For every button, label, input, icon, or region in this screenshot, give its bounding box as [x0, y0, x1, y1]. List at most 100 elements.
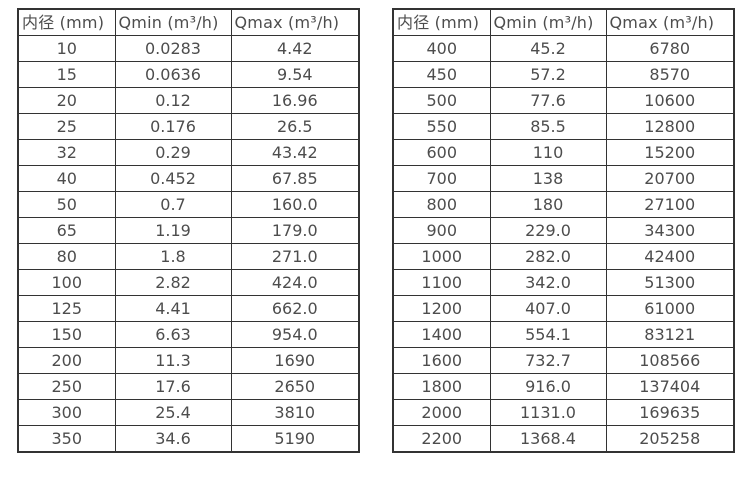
table-cell: 50 [17, 191, 116, 218]
table-cell: 500 [392, 87, 491, 114]
table-cell: 1400 [392, 321, 491, 348]
table-cell: 1100 [392, 269, 491, 296]
table-row: 1000 282.0 42400 [392, 243, 735, 270]
table-row: 10 0.0283 4.42 [17, 35, 360, 62]
table-row: 40 0.452 67.85 [17, 165, 360, 192]
table-cell: 1368.4 [489, 425, 607, 453]
table-cell: 1200 [392, 295, 491, 322]
table-cell: 800 [392, 191, 491, 218]
table-cell: 27100 [605, 191, 735, 218]
table-cell: 2200 [392, 425, 491, 453]
table-cell: 77.6 [489, 87, 607, 114]
table-cell: 40 [17, 165, 116, 192]
table-cell: 12800 [605, 113, 735, 140]
table-cell: 26.5 [230, 113, 360, 140]
table-row: 900 229.0 34300 [392, 217, 735, 244]
table-cell: 350 [17, 425, 116, 453]
table-cell: 9.54 [230, 61, 360, 88]
table-cell: 4.41 [114, 295, 232, 322]
table-cell: 450 [392, 61, 491, 88]
table-cell: 15200 [605, 139, 735, 166]
table-cell: 554.1 [489, 321, 607, 348]
table-cell: 300 [17, 399, 116, 426]
table-cell: 732.7 [489, 347, 607, 374]
column-header-2: Qmax (m³/h) [605, 8, 735, 36]
table-cell: 20700 [605, 165, 735, 192]
table-cell: 271.0 [230, 243, 360, 270]
table-cell: 17.6 [114, 373, 232, 400]
table-cell: 67.85 [230, 165, 360, 192]
column-header-1: Qmin (m³/h) [114, 8, 232, 36]
table-row: 50 0.7 160.0 [17, 191, 360, 218]
table-row: 65 1.19 179.0 [17, 217, 360, 244]
table-cell: 179.0 [230, 217, 360, 244]
table-cell: 100 [17, 269, 116, 296]
table-cell: 51300 [605, 269, 735, 296]
table-cell: 342.0 [489, 269, 607, 296]
table-cell: 34300 [605, 217, 735, 244]
table-cell: 6.63 [114, 321, 232, 348]
table-row: 700 138 20700 [392, 165, 735, 192]
table-cell: 407.0 [489, 295, 607, 322]
table-cell: 137404 [605, 373, 735, 400]
table-cell: 700 [392, 165, 491, 192]
table-cell: 150 [17, 321, 116, 348]
table-cell: 0.452 [114, 165, 232, 192]
table-cell: 0.7 [114, 191, 232, 218]
table-cell: 2000 [392, 399, 491, 426]
table-cell: 916.0 [489, 373, 607, 400]
table-cell: 1.19 [114, 217, 232, 244]
table-cell: 662.0 [230, 295, 360, 322]
table-cell: 8570 [605, 61, 735, 88]
table-row: 20 0.12 16.96 [17, 87, 360, 114]
table-cell: 0.29 [114, 139, 232, 166]
table-cell: 6780 [605, 35, 735, 62]
table-row: 1100 342.0 51300 [392, 269, 735, 296]
table-cell: 200 [17, 347, 116, 374]
table-cell: 5190 [230, 425, 360, 453]
table-cell: 954.0 [230, 321, 360, 348]
table-cell: 110 [489, 139, 607, 166]
table-row: 2000 1131.0 169635 [392, 399, 735, 426]
table-row: 300 25.4 3810 [17, 399, 360, 426]
table-row: 600 110 15200 [392, 139, 735, 166]
table-cell: 0.0283 [114, 35, 232, 62]
table-cell: 10 [17, 35, 116, 62]
table-row: 1800 916.0 137404 [392, 373, 735, 400]
table-row: 250 17.6 2650 [17, 373, 360, 400]
table-cell: 16.96 [230, 87, 360, 114]
table-cell: 34.6 [114, 425, 232, 453]
header-row: 内径 (mm) Qmin (m³/h) Qmax (m³/h) [392, 8, 735, 36]
table-cell: 205258 [605, 425, 735, 453]
table-row: 125 4.41 662.0 [17, 295, 360, 322]
table-row: 2200 1368.4 205258 [392, 425, 735, 453]
table-cell: 45.2 [489, 35, 607, 62]
table-row: 800 180 27100 [392, 191, 735, 218]
table-cell: 138 [489, 165, 607, 192]
table-cell: 2650 [230, 373, 360, 400]
table-row: 500 77.6 10600 [392, 87, 735, 114]
table-row: 100 2.82 424.0 [17, 269, 360, 296]
table-cell: 180 [489, 191, 607, 218]
table-row: 1600 732.7 108566 [392, 347, 735, 374]
table-cell: 600 [392, 139, 491, 166]
table-row: 450 57.2 8570 [392, 61, 735, 88]
column-header-2: Qmax (m³/h) [230, 8, 360, 36]
table-row: 400 45.2 6780 [392, 35, 735, 62]
table-cell: 1.8 [114, 243, 232, 270]
table-cell: 15 [17, 61, 116, 88]
table-cell: 25 [17, 113, 116, 140]
table-cell: 125 [17, 295, 116, 322]
column-header-0: 内径 (mm) [17, 8, 116, 36]
table-cell: 0.0636 [114, 61, 232, 88]
table-cell: 900 [392, 217, 491, 244]
table-row: 200 11.3 1690 [17, 347, 360, 374]
table-row: 550 85.5 12800 [392, 113, 735, 140]
table-cell: 550 [392, 113, 491, 140]
table-cell: 83121 [605, 321, 735, 348]
table-row: 1200 407.0 61000 [392, 295, 735, 322]
table-row: 32 0.29 43.42 [17, 139, 360, 166]
table-cell: 4.42 [230, 35, 360, 62]
table-cell: 61000 [605, 295, 735, 322]
table-cell: 65 [17, 217, 116, 244]
